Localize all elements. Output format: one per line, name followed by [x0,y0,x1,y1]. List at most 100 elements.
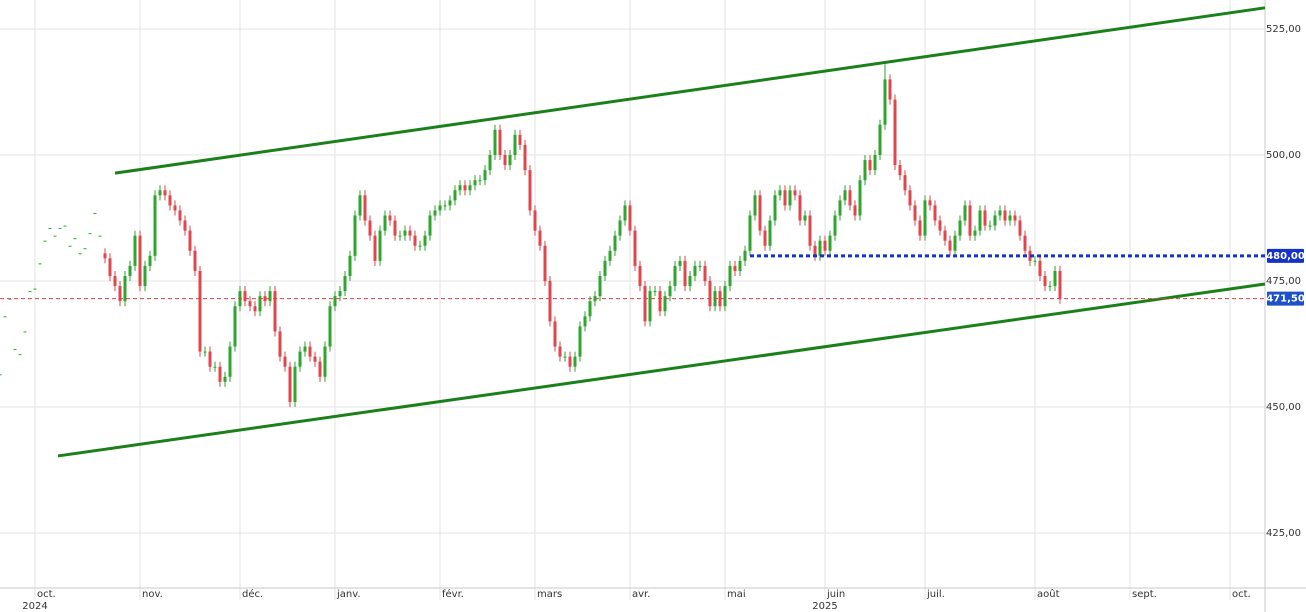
candle-body [138,235,142,287]
candle-body [658,291,662,312]
price-label: 480,00 [1266,251,1305,262]
candle-body [688,275,692,287]
candle-body [553,321,557,347]
candle-body [723,286,727,307]
candle-body [23,331,27,333]
candle-body [463,185,467,191]
candle-body [763,230,767,246]
candle-body [288,366,292,402]
candle-body [628,205,632,231]
candle-body [818,240,822,256]
x-tick-label: sept. [1132,589,1157,600]
candle-body [1018,220,1022,236]
candle-body [28,291,32,293]
candle-body [203,351,207,353]
candle-body [828,235,832,251]
candle-body [13,349,17,351]
x-tick-label: avr. [632,589,650,600]
candle-body [798,195,802,221]
candle-body [948,240,952,251]
candle-body [633,230,637,266]
candle-body [838,200,842,216]
candle-body [263,296,267,302]
candle-body [588,301,592,317]
candle-body [1053,270,1057,287]
candle-body [378,230,382,261]
candle-body [613,235,617,251]
candle-body [493,129,497,156]
candle-body [453,190,457,201]
candle-body [623,205,627,221]
candle-body [888,79,892,100]
x-tick-label: juin [826,589,845,600]
candle-body [423,235,427,246]
candle-body [283,356,287,367]
candle-body [383,215,387,231]
candle-body [773,195,777,221]
candle-body [228,346,232,377]
candle-body [768,220,772,246]
candle-body [33,288,37,290]
x-tick-label: août [1037,588,1060,600]
candle-body [858,180,862,216]
trend-line [57,282,1266,458]
candle-body [163,190,167,196]
candle-body [508,155,512,166]
candle-body [368,220,372,236]
candle-body [963,205,967,221]
candle-body [158,190,162,196]
candle-body [223,376,227,382]
candle-body [63,225,67,227]
candle-body [918,220,922,236]
candle-body [823,240,827,251]
candle-body [953,235,957,251]
candle-body [778,190,782,196]
candle-body [518,134,522,145]
candle-body [868,160,872,171]
candle-body [533,210,537,231]
candle-body [693,265,697,276]
candle-body [48,228,52,230]
y-tick-label: 500,00 [1266,150,1301,161]
year-label: 2024 [22,601,47,612]
candle-body [788,190,792,206]
candle-body [648,291,652,322]
candle-body [478,180,482,182]
candle-body [863,160,867,181]
candle-body [943,230,947,241]
candle-body [1038,260,1042,276]
candle-body [638,265,642,287]
candle-body [543,245,547,282]
x-tick-label: mai [727,589,746,600]
candle-body [898,165,902,176]
price-label: 471,50 [1266,294,1305,305]
candle-body [38,263,42,265]
candle-body [153,195,157,256]
candle-body [73,238,77,240]
candle-body [248,301,252,307]
x-tick-label: mars [537,589,562,600]
candle-body [663,296,667,312]
candle-body [98,235,102,237]
candle-body [983,210,987,226]
candle-body [198,270,202,352]
candle-body [958,220,962,236]
candle-body [603,260,607,276]
x-tick-label: oct. [1232,589,1251,600]
candle-body [488,155,492,171]
candle-body [273,291,277,332]
candle-body [523,144,527,171]
candle-body [388,215,392,221]
candle-body [563,356,567,358]
candle-body [753,195,757,216]
candle-body [303,346,307,352]
candle-body [458,185,462,191]
candle-body [128,265,132,276]
candle-body [988,225,992,227]
candle-body [808,215,812,246]
x-tick-label: janv. [336,589,361,600]
candle-body [923,200,927,236]
candle-body [108,258,112,276]
candle-body [173,205,177,211]
candle-body [243,291,247,302]
